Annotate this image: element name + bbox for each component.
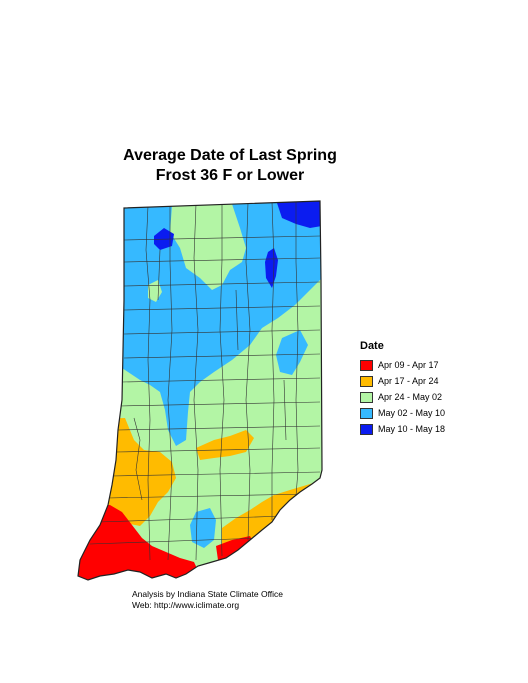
legend-title: Date (360, 340, 384, 352)
legend-item: May 10 - May 18 (360, 422, 445, 436)
zone-may10-may18-north-2 (265, 248, 278, 288)
legend-label: Apr 17 - Apr 24 (378, 376, 439, 386)
legend-item: Apr 17 - Apr 24 (360, 374, 445, 388)
title-line-1: Average Date of Last Spring (123, 147, 337, 164)
zone-may10-may18-northeast (276, 201, 322, 228)
legend-item: Apr 24 - May 02 (360, 390, 445, 404)
title-line-2: Frost 36 F or Lower (155, 167, 305, 184)
zone-may02-may10-east (276, 330, 308, 375)
legend-swatch (360, 359, 373, 371)
credit-line-2: Web: http://www.iclimate.org (132, 600, 240, 610)
map-title: Average Date of Last Spring Frost 36 F o… (100, 146, 360, 186)
credit-line-1: Analysis by Indiana State Climate Office (132, 589, 284, 599)
county-lines (89, 201, 321, 561)
legend-swatch (360, 423, 373, 435)
zone-apr24-may02-island-1 (170, 202, 246, 290)
legend-label: Apr 09 - Apr 17 (378, 360, 439, 370)
legend-label: Apr 24 - May 02 (378, 392, 443, 402)
legend-swatch (360, 407, 373, 419)
legend-label: May 10 - May 18 (378, 424, 446, 434)
legend-swatch (360, 391, 373, 403)
legend-item: May 02 - May 10 (360, 406, 445, 420)
zone-apr17-apr24-central (196, 430, 254, 460)
legend-swatch (360, 375, 373, 387)
frost-zones (78, 201, 322, 580)
legend-item: Apr 09 - Apr 17 (360, 358, 445, 372)
legend-label: May 02 - May 10 (378, 408, 446, 418)
map-legend: Date Apr 09 - Apr 17 Apr 17 - Apr 24 Apr… (360, 340, 445, 438)
credit-text: Analysis by Indiana State Climate Office… (132, 589, 283, 611)
